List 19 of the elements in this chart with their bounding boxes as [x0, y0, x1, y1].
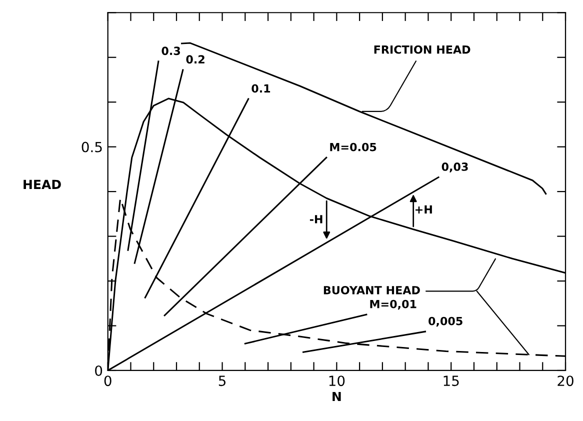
series-label: M=0,01: [370, 300, 416, 310]
series-label: 0,005: [428, 316, 462, 327]
y-axis-title: HEAD: [24, 180, 61, 189]
y-tick-label: 0.5: [82, 142, 102, 152]
x-tick-label: 15: [444, 376, 459, 386]
x-tick-label: 0: [104, 376, 112, 386]
annotation: FRICTION HEAD: [374, 45, 470, 54]
annotation: -H: [310, 215, 322, 224]
series-label: 0.1: [252, 84, 270, 93]
series-label: 0,03: [442, 162, 468, 172]
x-tick-label: 10: [329, 376, 345, 386]
series-label: 0.2: [186, 55, 204, 64]
x-axis-title: N: [332, 392, 341, 402]
series-label: 0.3: [162, 46, 180, 56]
series-label: M=0.05: [330, 142, 376, 152]
annotation: BUOYANT HEAD: [324, 286, 420, 294]
annotation: +H: [416, 205, 432, 214]
x-tick-label: 20: [558, 376, 574, 386]
x-tick-label: 5: [218, 376, 226, 386]
